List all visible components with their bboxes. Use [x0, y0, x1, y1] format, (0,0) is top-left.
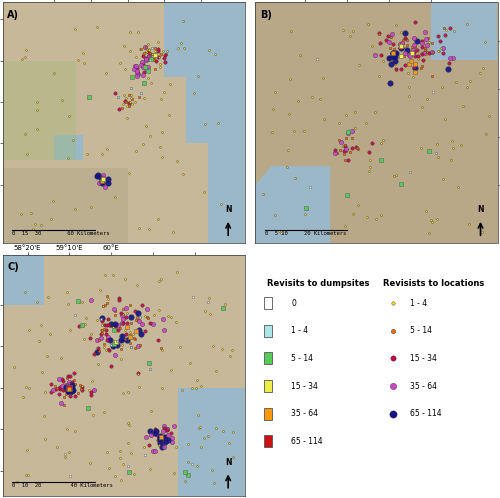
Polygon shape [178, 388, 245, 496]
Bar [264, 408, 272, 420]
Text: 65 - 114: 65 - 114 [291, 437, 323, 446]
Bar [264, 325, 272, 337]
Polygon shape [255, 166, 330, 243]
Text: 5 - 14: 5 - 14 [410, 326, 432, 335]
Polygon shape [208, 143, 245, 243]
Text: Revisists to locations: Revisists to locations [384, 279, 484, 288]
Text: A): A) [8, 9, 20, 20]
Polygon shape [2, 61, 76, 160]
Text: 0  10  20         40 Kilometers: 0 10 20 40 Kilometers [12, 483, 113, 489]
Text: C): C) [8, 262, 19, 272]
Polygon shape [2, 168, 128, 243]
Text: N: N [225, 205, 232, 214]
Text: 0: 0 [291, 299, 296, 308]
Text: N: N [225, 458, 232, 467]
Text: 15 - 34: 15 - 34 [410, 354, 437, 363]
Bar [264, 380, 272, 392]
Polygon shape [54, 135, 84, 160]
Text: 0  5 10     20 Kilometers: 0 5 10 20 Kilometers [264, 231, 346, 236]
Polygon shape [2, 255, 44, 305]
Bar [264, 353, 272, 365]
Polygon shape [164, 2, 245, 77]
Polygon shape [430, 2, 498, 60]
Polygon shape [186, 77, 245, 143]
Text: 35 - 64: 35 - 64 [291, 409, 318, 418]
Text: 65 - 114: 65 - 114 [410, 409, 442, 418]
Text: 1 - 4: 1 - 4 [291, 326, 308, 335]
Text: 15 - 34: 15 - 34 [291, 381, 318, 390]
Text: B): B) [260, 9, 272, 20]
Text: 0  15  30        60 Kilometers: 0 15 30 60 Kilometers [12, 231, 110, 236]
Bar [264, 297, 272, 309]
Bar [264, 435, 272, 447]
Text: Revisits to dumpsites: Revisits to dumpsites [267, 279, 370, 288]
Text: N: N [478, 205, 484, 214]
Text: 1 - 4: 1 - 4 [410, 299, 428, 308]
Text: 5 - 14: 5 - 14 [291, 354, 313, 363]
Text: 35 - 64: 35 - 64 [410, 381, 437, 390]
